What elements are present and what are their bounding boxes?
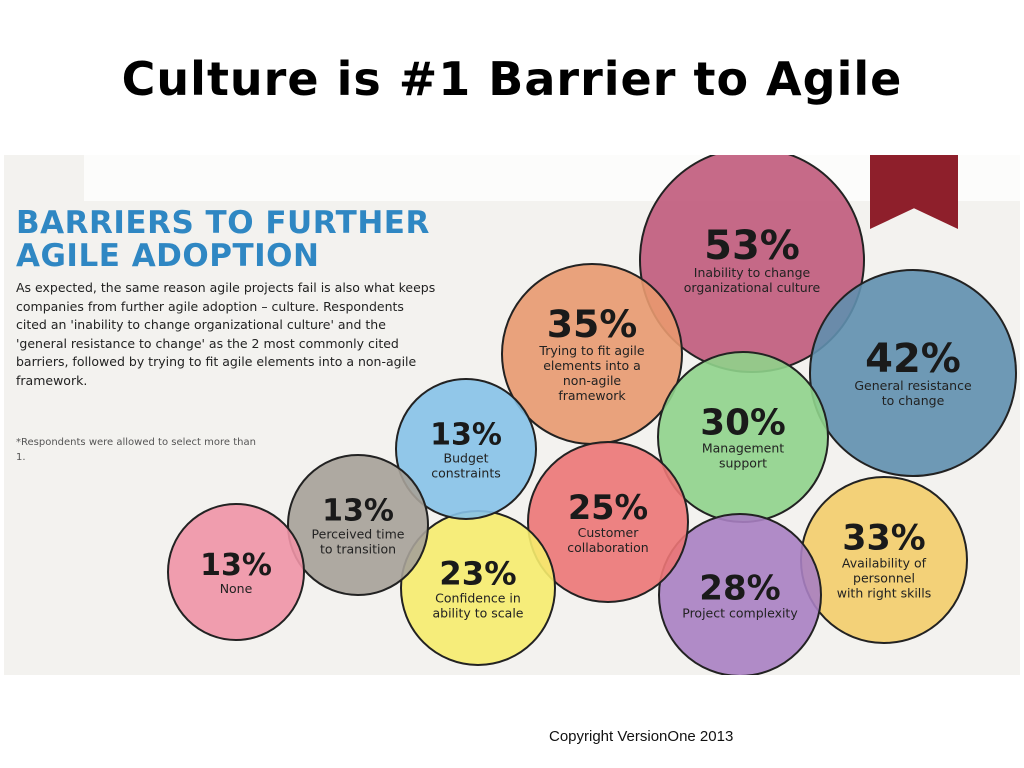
bubble-value-label: 28% [699,568,780,608]
bubble-category-label: constraints [431,466,500,481]
infographic-panel: BARRIERS TO FURTHER AGILE ADOPTION As ex… [4,155,1020,675]
bubble-category-label: ability to scale [432,605,523,620]
bubble-category-label: with right skills [837,586,932,601]
heading-line-1: BARRIERS TO FURTHER [16,205,430,241]
bubble-category-label: Availability of [842,556,927,571]
bubble-category-label: organizational culture [684,280,821,295]
bubble-category-label: elements into a [543,358,641,373]
bubble-8: 23%Confidence inability to scale [400,510,556,666]
bubble-value-label: 42% [865,336,961,382]
bubble-category-label: Perceived time [312,527,405,542]
infographic-footnote: *Respondents were allowed to select more… [16,437,256,463]
slide-title: Culture is #1 Barrier to Agile [121,52,903,106]
bubble-circle [287,454,429,596]
bubble-circle [395,378,537,520]
copyright-notice: Copyright VersionOne 2013 [549,728,734,745]
bubble-category-label: Budget [444,451,489,466]
bubble-circle [809,269,1017,477]
bubble-value-label: 30% [700,402,785,443]
bubble-category-label: to change [882,393,945,408]
bubble-value-label: 13% [322,494,394,529]
bubble-category-label: General resistance [854,378,972,393]
bubble-category-label: support [719,455,767,470]
bubble-category-label: framework [558,388,626,403]
bubble-circle [527,441,689,603]
bubble-category-label: collaboration [567,540,648,555]
bubble-category-label: Project complexity [682,605,798,620]
bubble-category-label: to transition [320,542,396,557]
bubble-6: 28%Project complexity [658,513,822,675]
bubble-circle [658,513,822,675]
bubble-category-label: None [220,581,253,596]
bubble-circle [167,503,305,641]
bubble-value-label: 23% [439,554,516,592]
bubble-category-label: Confidence in [435,590,521,605]
bubble-value-label: 53% [704,223,800,269]
infographic-heading: BARRIERS TO FURTHER AGILE ADOPTION [16,207,486,273]
bubble-category-label: Trying to fit agile [538,343,644,358]
bubble-value-label: 35% [547,302,637,346]
bubble-value-label: 13% [430,418,502,453]
bubble-value-label: 33% [842,519,925,559]
infographic-body-text: As expected, the same reason agile proje… [16,280,436,388]
bubble-category-label: personnel [853,571,915,586]
bubble-category-label: Inability to change [694,265,811,280]
bubble-11: 13%None [167,503,305,641]
heading-line-2: AGILE ADOPTION [16,238,320,274]
infographic-top-banner [84,155,1020,201]
bubble-value-label: 13% [200,548,272,583]
bubble-value-label: 25% [568,488,648,527]
bubble-category-label: Customer [578,525,640,540]
bubble-category-label: Management [702,440,784,455]
bubble-category-label: non-agile [563,373,622,388]
